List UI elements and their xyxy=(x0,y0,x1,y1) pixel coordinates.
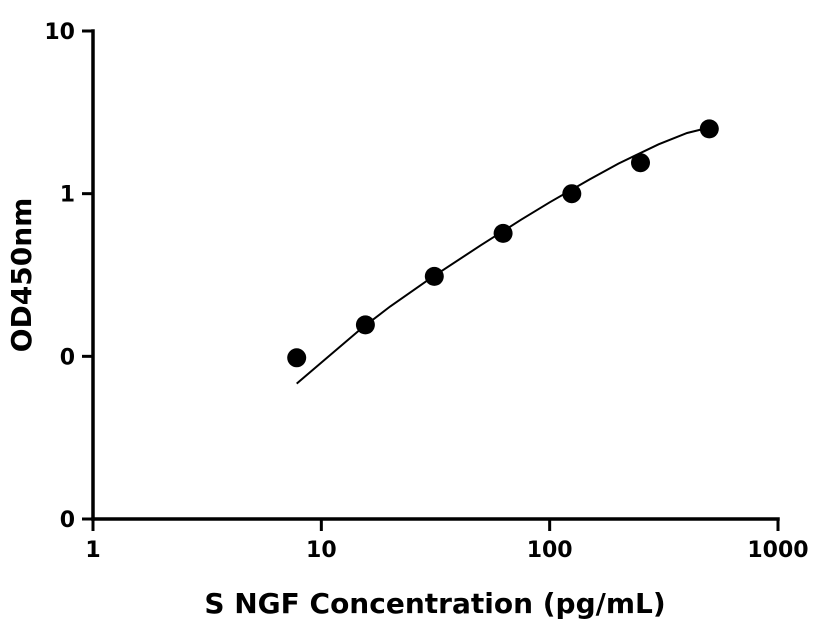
y-tick-label-1: 0 xyxy=(60,345,75,370)
x-axis-ticks: 1 10 100 1000 xyxy=(85,519,809,563)
data-point-3 xyxy=(493,223,513,243)
data-point-1 xyxy=(355,315,375,335)
y-tick-label-2: 1 xyxy=(60,183,75,208)
data-point-5 xyxy=(631,153,650,173)
y-tick-label-0: 0 xyxy=(60,508,75,533)
data-point-0 xyxy=(287,348,307,368)
y-tick-label-3: 10 xyxy=(44,20,75,45)
data-point-6 xyxy=(699,119,719,139)
y-axis-title: OD450nm xyxy=(5,198,38,353)
x-tick-label-2: 100 xyxy=(527,538,573,563)
data-points xyxy=(287,119,719,368)
data-point-4 xyxy=(562,184,582,204)
y-axis-ticks: 0 0 1 10 xyxy=(44,20,93,533)
x-tick-label-1: 10 xyxy=(306,538,337,563)
x-tick-label-0: 1 xyxy=(85,538,100,563)
data-point-2 xyxy=(424,266,444,286)
x-axis-title: S NGF Concentration (pg/mL) xyxy=(204,587,665,620)
x-tick-label-3: 1000 xyxy=(747,538,808,563)
